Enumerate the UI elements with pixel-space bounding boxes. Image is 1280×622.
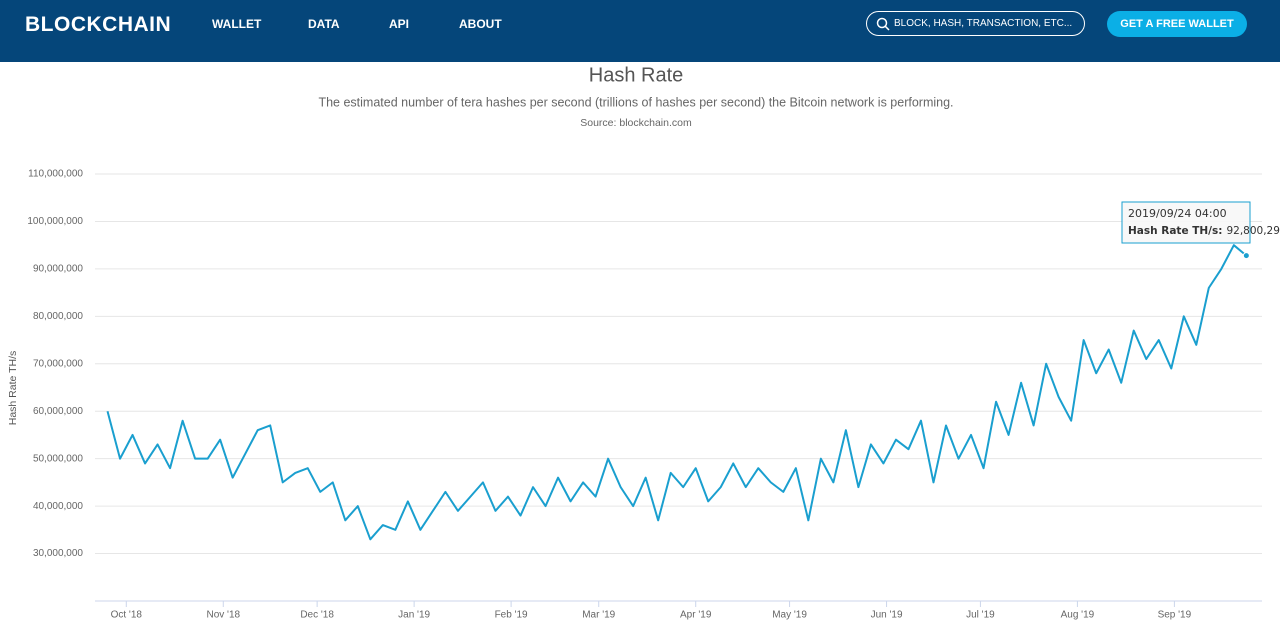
x-tick-label: May '19 [772, 610, 807, 621]
nav-link[interactable]: ABOUT [459, 17, 502, 31]
cta-button[interactable]: GET A FREE WALLET [1107, 11, 1247, 37]
x-tick-label: Mar '19 [582, 610, 615, 621]
x-tick-label: Nov '18 [206, 610, 240, 621]
y-tick-label: 60,000,000 [33, 406, 83, 417]
brand[interactable]: BLOCKCHAIN [25, 13, 172, 36]
search-placeholder: BLOCK, HASH, TRANSACTION, ETC... [894, 18, 1073, 29]
x-tick-label: Jun '19 [871, 610, 903, 621]
x-tick-label: Apr '19 [680, 610, 712, 621]
search-box[interactable]: BLOCK, HASH, TRANSACTION, ETC... [866, 11, 1085, 36]
x-tick-label: Dec '18 [300, 610, 334, 621]
y-tick-label: 80,000,000 [33, 311, 83, 322]
x-tick-label: Oct '18 [111, 610, 143, 621]
y-tick-label: 30,000,000 [33, 548, 83, 559]
x-tick-label: Jul '19 [966, 610, 995, 621]
y-axis-label: Hash Rate TH/s [7, 351, 19, 426]
tooltip-date: 2019/09/24 04:00 [1128, 207, 1227, 220]
tooltip-row: Hash Rate TH/s: 92,800,295 [1128, 225, 1280, 237]
x-tick-label: Feb '19 [495, 610, 528, 621]
navbar: BLOCKCHAIN WALLET DATA API ABOUT BLOCK, … [0, 0, 1280, 62]
tooltip-value: 92,800,295 [1226, 225, 1280, 237]
x-tick-label: Sep '19 [1158, 610, 1192, 621]
tooltip-key: Hash Rate TH/s: [1128, 225, 1222, 237]
y-tick-label: 110,000,000 [28, 169, 83, 180]
y-tick-label: 100,000,000 [27, 216, 83, 227]
hover-point [1242, 252, 1250, 260]
y-tick-label: 50,000,000 [33, 453, 83, 464]
chart-subtitle: The estimated number of tera hashes per … [318, 95, 953, 109]
y-tick-label: 70,000,000 [33, 358, 83, 369]
chart-title: Hash Rate [589, 64, 684, 86]
tooltip: 2019/09/24 04:00 Hash Rate TH/s: 92,800,29… [1121, 201, 1280, 244]
y-tick-label: 40,000,000 [33, 501, 83, 512]
search-icon [876, 17, 890, 31]
x-tick-label: Aug '19 [1061, 610, 1095, 621]
nav-link[interactable]: DATA [308, 17, 340, 31]
data-line [106, 244, 1248, 541]
x-tick-label: Jan '19 [398, 610, 430, 621]
nav-link[interactable]: API [389, 17, 410, 31]
chart-source: Source: blockchain.com [580, 117, 692, 129]
y-tick-label: 90,000,000 [33, 264, 83, 275]
chart: Hash Rate The estimated number of tera h… [7, 64, 1280, 621]
tooltip-box [1121, 201, 1251, 244]
nav-link[interactable]: WALLET [212, 17, 262, 31]
